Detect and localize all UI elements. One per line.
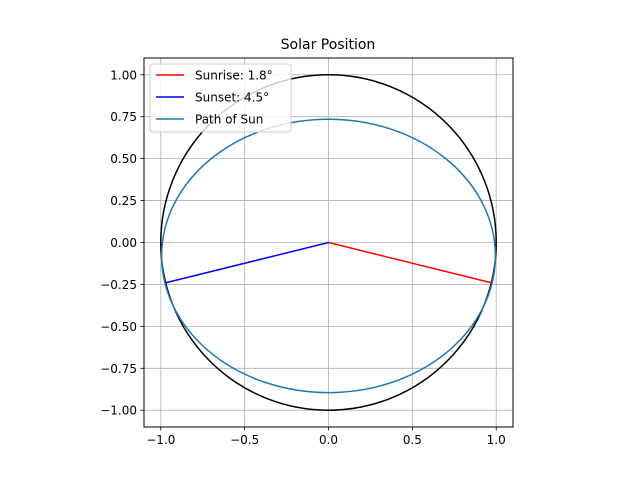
y-tick-label-2: −0.50 [100,320,137,334]
series-path-of-sun [160,118,497,394]
legend-label-0: Sunrise: 1.8° [195,69,273,83]
y-tick-label-5: 0.25 [110,194,137,208]
legend: Sunrise: 1.8° Sunset: 4.5° Path of Sun [149,63,292,133]
x-tick-label-1: −0.5 [230,433,259,447]
y-tick-label-7: 0.75 [110,110,137,124]
chart-title: Solar Position [281,37,376,53]
legend-box [149,63,292,133]
y-tick-label-3: −0.25 [100,278,137,292]
x-tick-label-4: 1.0 [487,433,506,447]
y-tick-label-8: 1.00 [110,68,137,82]
y-tick-label-4: 0.00 [110,236,137,250]
x-tick-label-2: 0.0 [319,433,338,447]
y-tick-label-6: 0.50 [110,152,137,166]
reference-circle [160,74,497,411]
series-line-1 [165,241,329,284]
x-tick-label-3: 0.5 [403,433,422,447]
ticks: −1.0 −0.5 0.0 0.5 1.0 −1.00 −0.75 −0.50 −0.25 0.0… [100,68,506,447]
y-tick-label-0: −1.00 [100,404,137,418]
x-tick-label-0: −1.0 [146,433,175,447]
series-line-0 [328,241,492,284]
legend-label-2: Path of Sun [195,113,263,127]
legend-label-1: Sunset: 4.5° [195,91,269,105]
plot-area [160,74,497,411]
y-tick-label-1: −0.75 [100,362,137,376]
